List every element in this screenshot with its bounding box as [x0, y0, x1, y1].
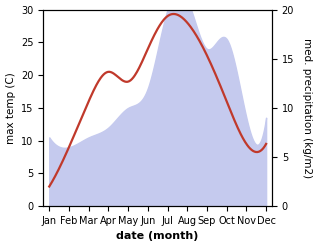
Y-axis label: max temp (C): max temp (C) — [5, 72, 16, 144]
X-axis label: date (month): date (month) — [116, 231, 199, 242]
Y-axis label: med. precipitation (kg/m2): med. precipitation (kg/m2) — [302, 38, 313, 178]
